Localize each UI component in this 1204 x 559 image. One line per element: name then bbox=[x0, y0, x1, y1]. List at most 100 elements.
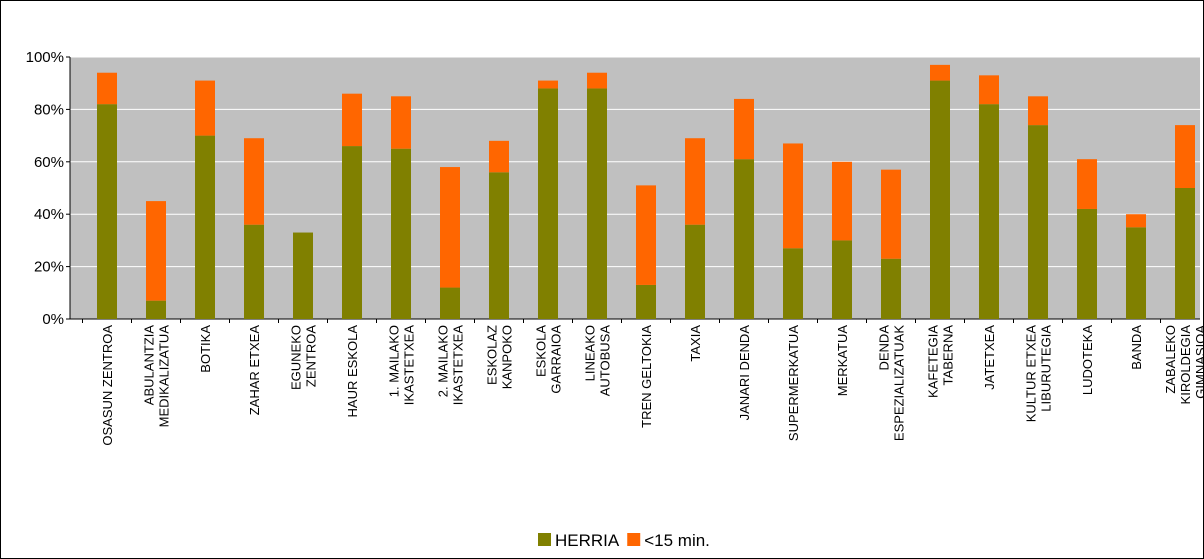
bar-segment bbox=[734, 98, 754, 160]
bar-segment bbox=[146, 201, 166, 301]
bar-segment bbox=[391, 148, 411, 319]
x-tick-label: ESKOLAZKANPOKO bbox=[485, 325, 515, 389]
x-tick-label-line: IKASTETXEA bbox=[402, 325, 417, 406]
bar-segment bbox=[293, 232, 313, 319]
x-tick-label: ESKOLAGARRAIOA bbox=[534, 325, 564, 394]
bar-segment bbox=[1077, 208, 1097, 319]
x-tick-label-line: MERKATUA bbox=[835, 325, 850, 397]
x-tick-label-line: LINEAKO bbox=[583, 325, 598, 381]
x-tick-label: BANDA bbox=[1129, 325, 1144, 370]
legend-swatch bbox=[538, 533, 551, 546]
bar-segment bbox=[832, 161, 852, 241]
bar-segment bbox=[538, 80, 558, 89]
bar-segment bbox=[195, 80, 215, 136]
x-tick-label-line: TREN GELTOKIA bbox=[639, 325, 654, 428]
bar-segment bbox=[832, 240, 852, 319]
bar-segment bbox=[930, 64, 950, 81]
x-tick-label-line: ZENTROA bbox=[304, 325, 319, 387]
x-tick-label-line: GIMNASIOA bbox=[1193, 325, 1204, 399]
bar-segment bbox=[1077, 159, 1097, 209]
x-tick-label-line: DENDA bbox=[877, 325, 892, 371]
legend-label: HERRIA bbox=[555, 531, 620, 550]
x-tick-label-line: IKASTETXEA bbox=[451, 325, 466, 406]
y-tick-label: 40% bbox=[34, 206, 64, 223]
x-tick-label-line: 2. MAILAKO bbox=[436, 325, 451, 397]
bar-segment bbox=[636, 185, 656, 285]
x-tick-label-line: SUPERMERKATUA bbox=[786, 325, 801, 441]
bar-segment bbox=[979, 75, 999, 105]
x-tick-label-line: ABULANTZIA bbox=[142, 325, 157, 406]
bar-segment bbox=[881, 258, 901, 319]
x-tick-label-line: ESKOLA bbox=[534, 325, 549, 377]
x-tick-label-line: KIROLDEGIA bbox=[1178, 325, 1193, 405]
x-tick-label-line: ESKOLAZ bbox=[485, 325, 500, 385]
x-tick-label-line: OSASUN ZENTROA bbox=[100, 325, 115, 446]
bar-segment bbox=[1126, 214, 1146, 228]
x-tick-label: TAXIA bbox=[688, 325, 703, 362]
x-tick-label-line: AUTOBUSA bbox=[598, 325, 613, 397]
bar-segment bbox=[734, 159, 754, 319]
x-tick-label-line: JATETXEA bbox=[982, 325, 997, 390]
x-tick-label-line: TABERNA bbox=[941, 325, 956, 386]
bar-segment bbox=[195, 135, 215, 319]
x-tick-label-line: LIBURUTEGIA bbox=[1039, 325, 1054, 412]
x-tick-label: OSASUN ZENTROA bbox=[100, 325, 115, 446]
bar-segment bbox=[146, 300, 166, 319]
x-tick-label-line: ZABALEKO bbox=[1163, 325, 1178, 394]
x-tick-label: LINEAKOAUTOBUSA bbox=[583, 325, 613, 397]
legend-label: <15 min. bbox=[644, 531, 710, 550]
x-tick-label-line: KAFETEGIA bbox=[926, 325, 941, 398]
x-tick-label: JANARI DENDA bbox=[737, 325, 752, 421]
bar-segment bbox=[685, 224, 705, 319]
x-tick-label-line: TAXIA bbox=[688, 325, 703, 362]
bar-segment bbox=[244, 224, 264, 319]
bar-segment bbox=[979, 104, 999, 319]
x-tick-label-line: ESPEZIALIZATUAK bbox=[892, 325, 907, 441]
x-tick-label: MERKATUA bbox=[835, 325, 850, 397]
y-tick-label: 20% bbox=[34, 259, 64, 276]
bar-segment bbox=[440, 287, 460, 319]
bar-segment bbox=[1175, 125, 1195, 188]
x-tick-label-line: ZAHAR ETXEA bbox=[247, 325, 262, 416]
x-tick-label: 1. MAILAKOIKASTETXEA bbox=[387, 325, 417, 406]
bar-segment bbox=[538, 88, 558, 319]
x-tick-label-line: BOTIKA bbox=[198, 325, 213, 373]
x-tick-label-line: MEDIKALIZATUA bbox=[157, 325, 172, 428]
x-tick-label: KULTUR ETXEALIBURUTEGIA bbox=[1024, 325, 1054, 423]
bar-segment bbox=[1175, 188, 1195, 319]
x-tick-label: BOTIKA bbox=[198, 325, 213, 373]
x-tick-label-line: KANPOKO bbox=[500, 325, 515, 389]
bar-segment bbox=[244, 138, 264, 225]
legend-swatch bbox=[627, 533, 641, 546]
x-tick-label: DENDAESPEZIALIZATUAK bbox=[877, 325, 907, 441]
x-tick-label-line: BANDA bbox=[1129, 325, 1144, 370]
x-tick-label: SUPERMERKATUA bbox=[786, 325, 801, 441]
x-tick-label: EGUNEKOZENTROA bbox=[289, 325, 319, 390]
bar-segment bbox=[930, 80, 950, 319]
x-tick-label-line: GARRAIOA bbox=[549, 325, 564, 394]
bar-segment bbox=[97, 104, 117, 319]
bar-segment bbox=[587, 72, 607, 89]
y-tick-label: 100% bbox=[26, 49, 64, 66]
bar-segment bbox=[881, 169, 901, 259]
y-tick-label: 80% bbox=[34, 101, 64, 118]
x-tick-label-line: LUDOTEKA bbox=[1080, 325, 1095, 395]
bar-segment bbox=[1126, 227, 1146, 319]
x-tick-label-line: 1. MAILAKO bbox=[387, 325, 402, 397]
x-tick-label: TREN GELTOKIA bbox=[639, 325, 654, 428]
bar-segment bbox=[97, 72, 117, 105]
bar-segment bbox=[342, 93, 362, 147]
x-tick-label: LUDOTEKA bbox=[1080, 325, 1095, 395]
x-tick-label-line: JANARI DENDA bbox=[737, 325, 752, 421]
x-tick-label-line: EGUNEKO bbox=[289, 325, 304, 390]
bar-segment bbox=[489, 140, 509, 173]
y-tick-label: 60% bbox=[34, 154, 64, 171]
bar-segment bbox=[685, 138, 705, 225]
x-tick-label: 2. MAILAKOIKASTETXEA bbox=[436, 325, 466, 406]
bar-segment bbox=[636, 284, 656, 319]
bar-segment bbox=[1028, 125, 1048, 320]
x-tick-label-line: KULTUR ETXEA bbox=[1024, 325, 1039, 423]
y-tick-label: 0% bbox=[42, 311, 64, 328]
x-tick-label: HAUR ESKOLA bbox=[345, 325, 360, 418]
